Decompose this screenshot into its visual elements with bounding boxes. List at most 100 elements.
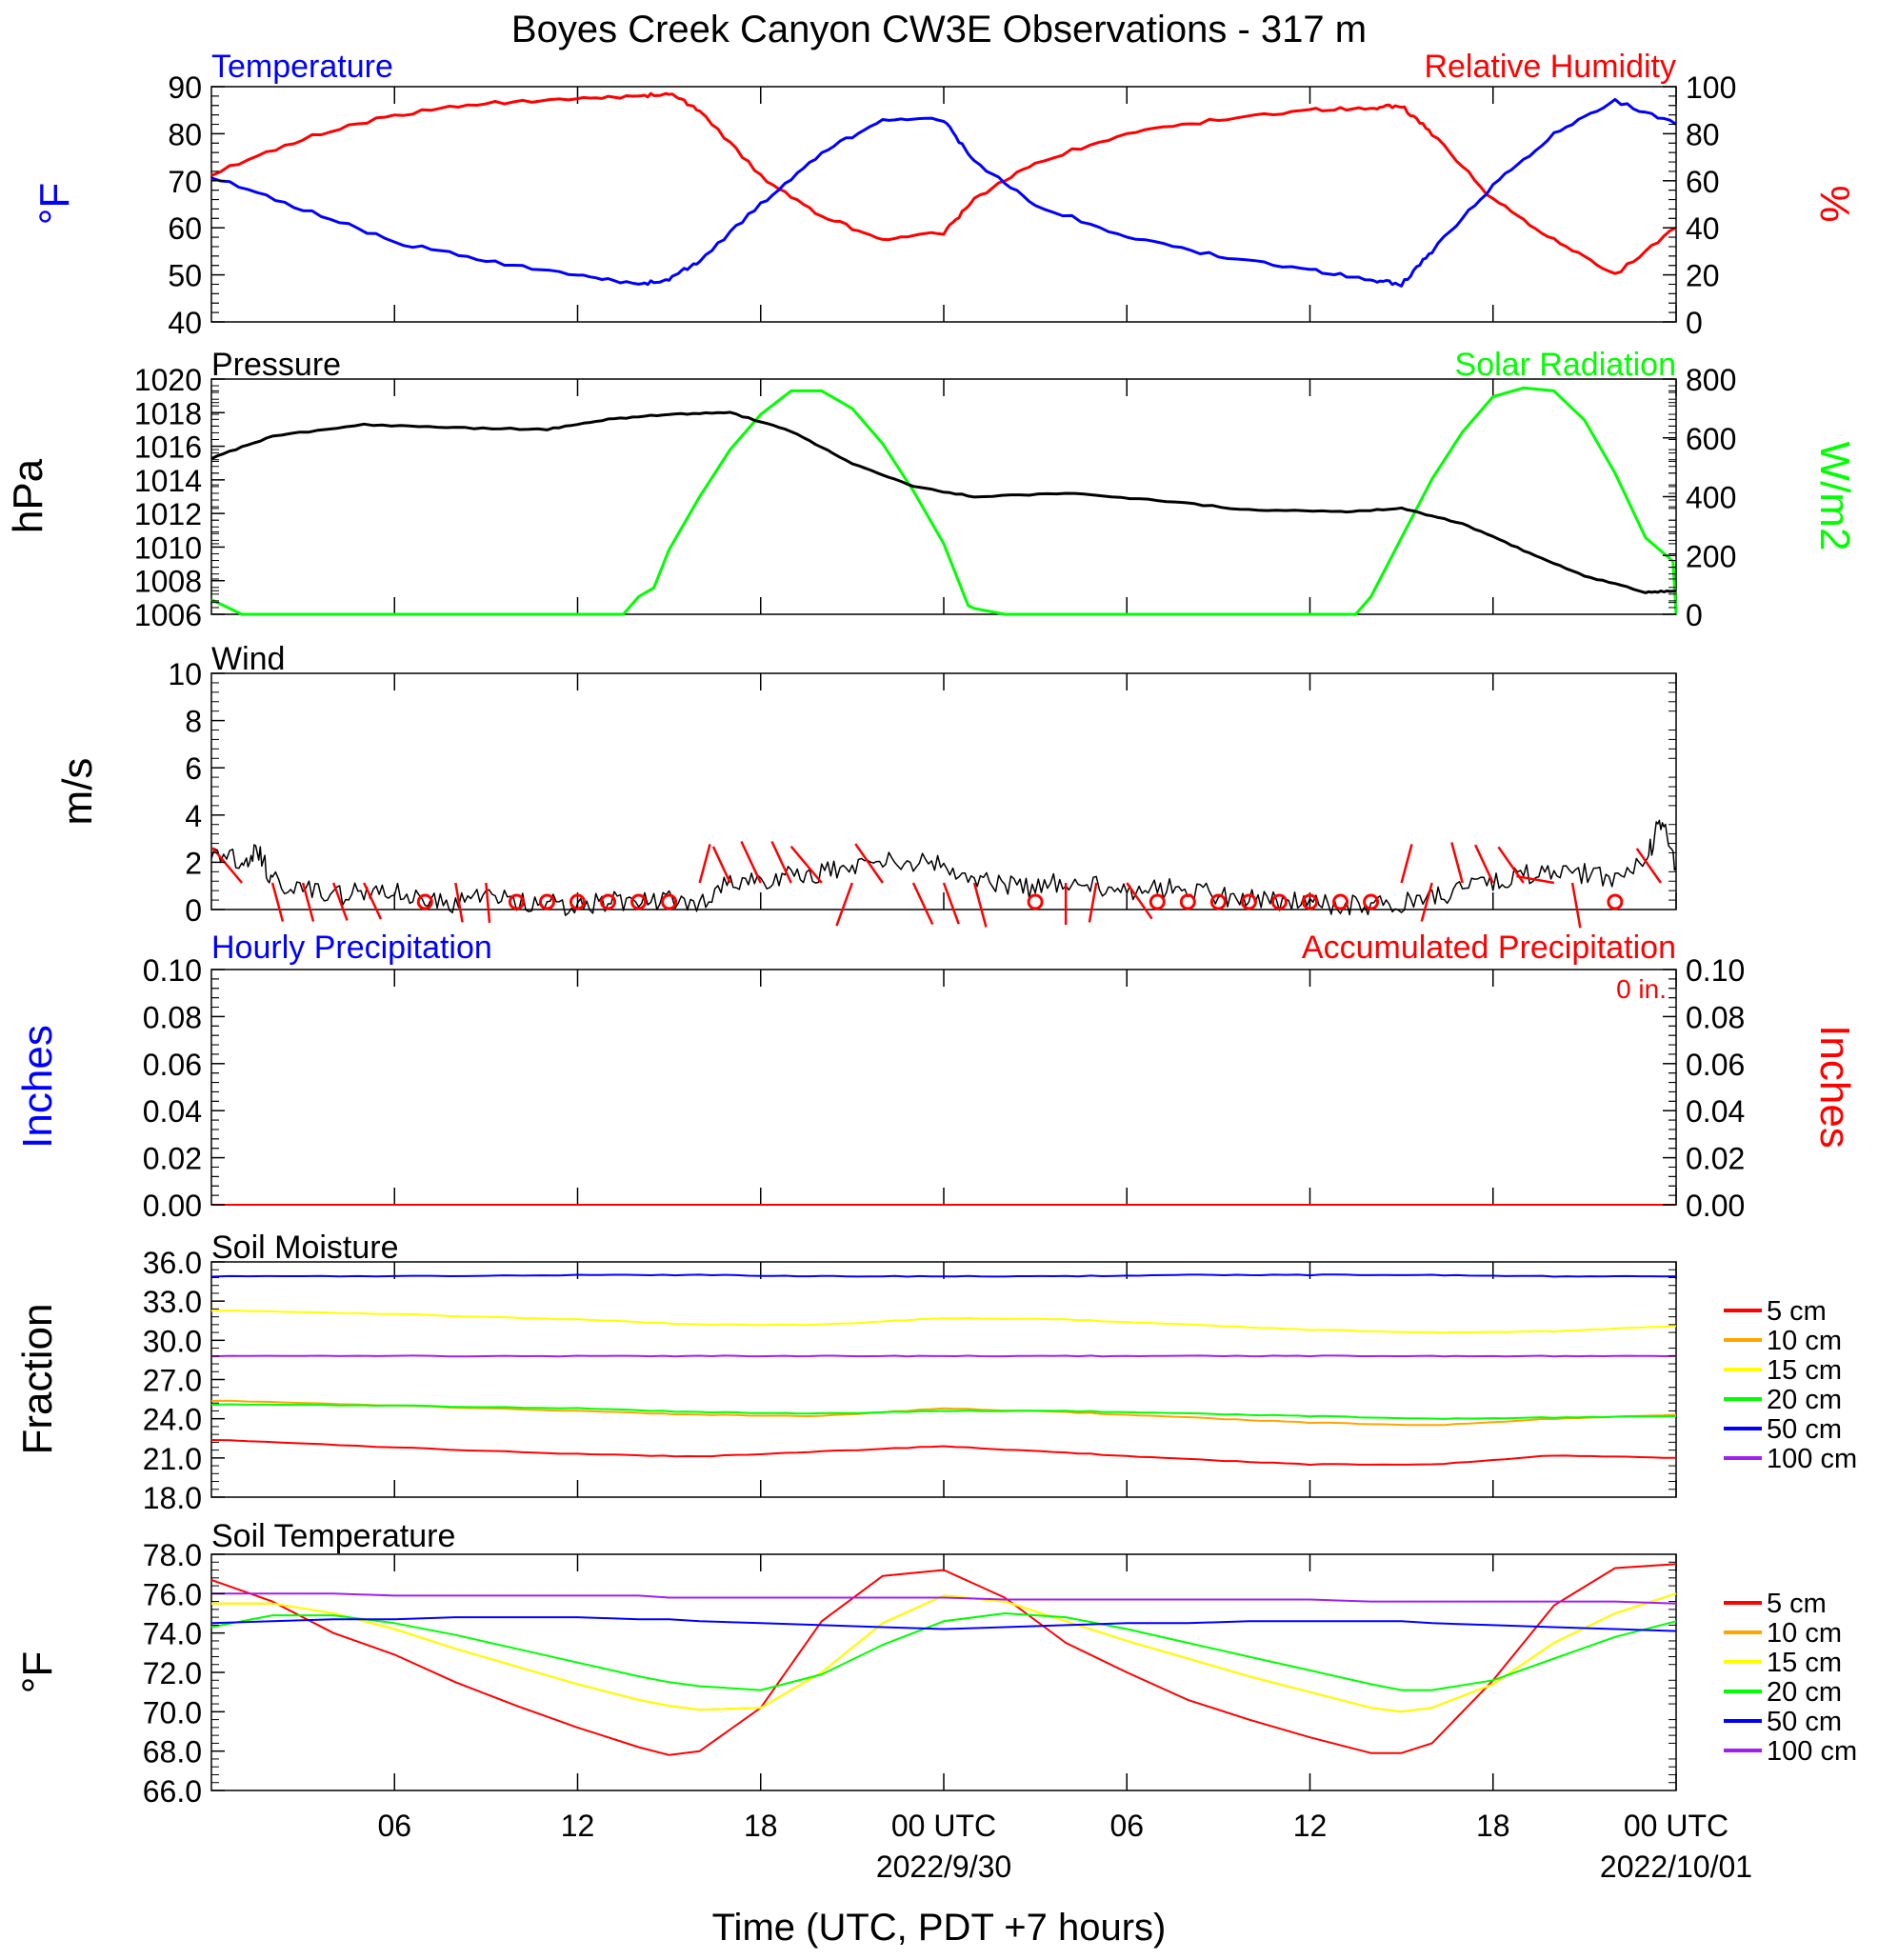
soil-temperature-legend-label: 20 cm xyxy=(1767,1677,1842,1708)
pressure-axis-tick-label: 1018 xyxy=(134,396,202,430)
wind-title: Wind xyxy=(211,641,285,677)
soil-temperature-series-line xyxy=(211,1592,1677,1605)
x-axis-label: Time (UTC, PDT +7 hours) xyxy=(712,1907,1167,1949)
soil-moisture-axis-tick-label: 33.0 xyxy=(143,1285,202,1319)
calm-wind-marker xyxy=(508,893,525,910)
wind-barb xyxy=(211,847,243,884)
soil-temperature-panel: 78.0 76.0 74.0 72.0 70.0 68.0 66.0 Soil Tempera… xyxy=(14,1518,1857,1809)
humidity-title: Relative Humidity xyxy=(1424,49,1676,85)
soil-temperature-legend-label: 5 cm xyxy=(1767,1589,1827,1619)
soil-moisture-series-line xyxy=(210,1403,1677,1420)
soil-temperature-axis-tick-label: 76.0 xyxy=(143,1577,202,1611)
calm-wind-marker xyxy=(1179,893,1196,910)
pressure-title: Pressure xyxy=(211,347,341,383)
wind-barb xyxy=(1516,874,1555,885)
time-tick-label: 00 UTC xyxy=(891,1809,996,1843)
humidity-axis-label: % xyxy=(1811,185,1858,222)
soil-temperature-axis-tick-label: 70.0 xyxy=(143,1695,202,1730)
humidity-axis-tick-label: 80 xyxy=(1686,117,1720,151)
wind-axis-tick-label: 6 xyxy=(185,751,202,786)
soil-temperature-axis-tick-label: 68.0 xyxy=(143,1735,202,1770)
soil-temperature-series-line xyxy=(210,1612,1677,1691)
panel-frame xyxy=(210,969,1677,1206)
time-tick-label: 06 xyxy=(377,1809,411,1843)
soil-temperature-axis-tick-label: 66.0 xyxy=(143,1774,202,1809)
soil-moisture-axis-tick-label: 21.0 xyxy=(143,1442,202,1476)
soil-moisture-title: Soil Moisture xyxy=(211,1230,399,1266)
hourly-precip-axis-tick-label: 0.00 xyxy=(143,1189,202,1223)
calm-wind-marker xyxy=(1209,893,1227,910)
hourly-precip-axis-tick-label: 0.10 xyxy=(143,953,202,988)
time-tick-label: 00 UTC xyxy=(1624,1809,1728,1843)
temperature-series-line xyxy=(210,97,1677,288)
accumulated-precip-axis-tick-label: 0.10 xyxy=(1686,953,1745,988)
hourly-precip-axis-tick-label: 0.04 xyxy=(143,1094,202,1129)
calm-wind-marker xyxy=(1363,893,1380,910)
pressure-axis-tick-label: 1020 xyxy=(134,363,202,397)
temperature-axis-tick-label: 60 xyxy=(168,211,202,246)
pressure-axis-tick-label: 1008 xyxy=(134,565,202,599)
wind-axis-tick-label: 0 xyxy=(185,893,202,928)
accumulated-precip-title: Accumulated Precipitation xyxy=(1302,930,1676,966)
hourly-precip-title: Hourly Precipitation xyxy=(211,930,492,966)
panel-frame xyxy=(210,378,1677,615)
accumulated-precip-axis-tick-label: 0.02 xyxy=(1686,1142,1745,1176)
solar-axis-tick-label: 200 xyxy=(1686,539,1736,573)
soil-moisture-legend-label: 5 cm xyxy=(1767,1296,1827,1327)
accumulated-total-annotation: 0 in. xyxy=(1616,974,1667,1004)
wind-barb xyxy=(1474,844,1494,884)
calm-wind-marker xyxy=(1332,893,1349,910)
wind-barb xyxy=(740,840,762,884)
wind-axis-label: m/s xyxy=(54,758,101,826)
wind-barb xyxy=(911,882,934,926)
calm-wind-marker xyxy=(1240,893,1257,910)
soil-moisture-axis-tick-label: 30.0 xyxy=(143,1324,202,1358)
wind-barb xyxy=(1126,882,1153,920)
soil-temperature-legend-label: 100 cm xyxy=(1767,1736,1857,1767)
calm-wind-marker xyxy=(416,893,433,910)
calm-wind-marker xyxy=(569,893,586,910)
wind-barb xyxy=(270,882,285,922)
wind-barb xyxy=(1420,882,1433,922)
time-tick-label: 18 xyxy=(744,1809,778,1843)
wind-panel: 10 8 6 4 2 0 Wind m/s xyxy=(54,641,1677,929)
soil-moisture-axis-tick-label: 18.0 xyxy=(143,1481,202,1515)
soil-temperature-legend-label: 10 cm xyxy=(1767,1618,1842,1649)
soil-temperature-series-line xyxy=(211,1592,1677,1713)
humidity-axis-tick-label: 20 xyxy=(1686,259,1720,293)
wind-axis-tick-label: 4 xyxy=(185,799,202,833)
soil-moisture-legend-label: 50 cm xyxy=(1767,1414,1842,1445)
calm-wind-marker xyxy=(630,893,648,910)
pressure-axis-tick-label: 1016 xyxy=(134,430,202,465)
pressure-axis-tick-label: 1006 xyxy=(134,598,202,632)
soil-moisture-series-line xyxy=(210,1273,1677,1278)
wind-barb xyxy=(942,882,960,925)
calm-wind-marker xyxy=(1270,893,1288,910)
wind-barb xyxy=(1088,882,1098,923)
temperature-humidity-panel: 90 80 70 60 50 40 100 80 60 40 20 0 Temperature Relat… xyxy=(31,49,1858,340)
wind-barb xyxy=(485,882,491,923)
hourly-precip-axis-tick-label: 0.02 xyxy=(143,1142,202,1176)
soil-temperature-series-line xyxy=(210,1616,1677,1632)
soil-moisture-legend-label: 10 cm xyxy=(1767,1326,1842,1356)
solar-axis-tick-label: 800 xyxy=(1686,363,1736,397)
wind-axis-tick-label: 10 xyxy=(168,657,202,691)
wind-barb xyxy=(854,843,884,884)
pressure-series-line xyxy=(210,410,1677,594)
soil-moisture-legend-label: 20 cm xyxy=(1767,1385,1842,1415)
time-tick-label: 12 xyxy=(1293,1809,1328,1843)
solar-axis-label: W/m2 xyxy=(1811,442,1858,551)
pressure-axis-tick-label: 1012 xyxy=(134,497,202,531)
accumulated-precip-axis-tick-label: 0.06 xyxy=(1686,1048,1745,1082)
soil-temperature-series-line xyxy=(211,1592,1677,1713)
wind-barb xyxy=(835,882,854,927)
humidity-axis-tick-label: 0 xyxy=(1686,306,1703,340)
wind-axis-tick-label: 8 xyxy=(185,705,202,739)
solar-title: Solar Radiation xyxy=(1455,347,1676,383)
humidity-axis-tick-label: 100 xyxy=(1686,70,1736,105)
humidity-axis-tick-label: 40 xyxy=(1686,211,1720,246)
accumulated-precip-axis-tick-label: 0.00 xyxy=(1686,1189,1745,1223)
soil-moisture-legend-label: 15 cm xyxy=(1767,1355,1842,1386)
